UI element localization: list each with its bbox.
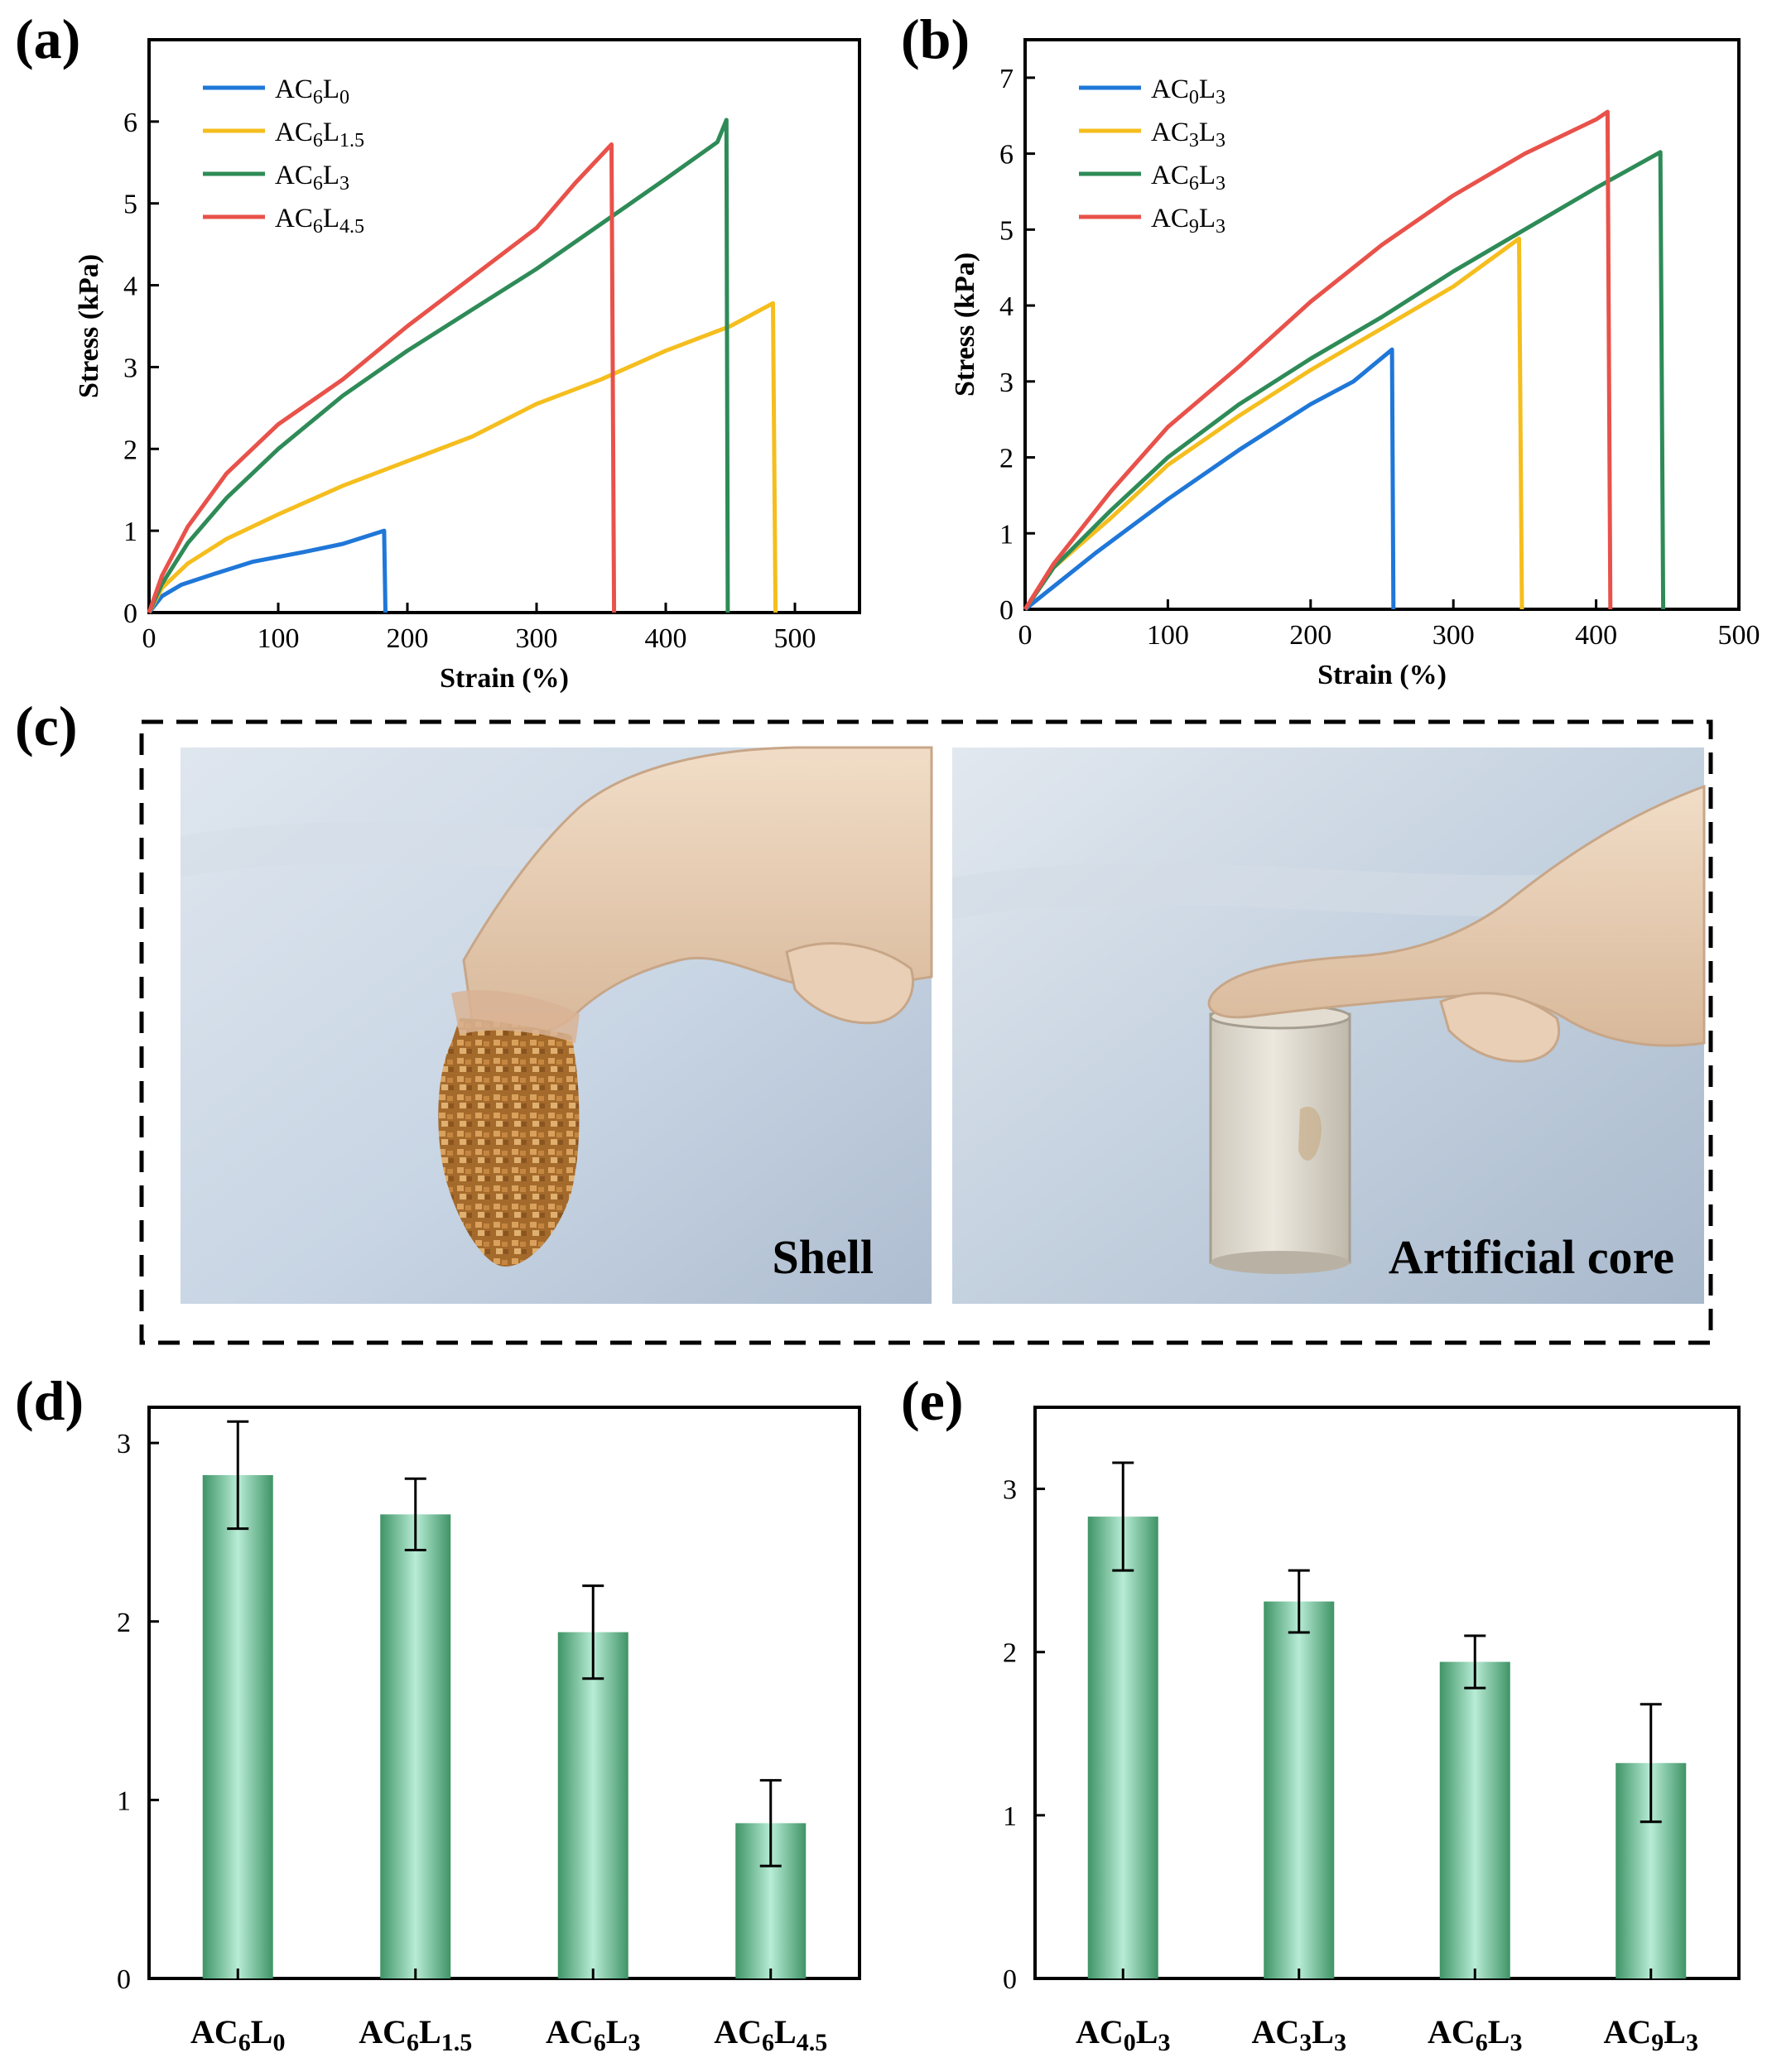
shell-granules [438, 1018, 580, 1267]
artificial-core-cylinder [1209, 1012, 1351, 1264]
legend-label-AC9L3: AC9L3 [1151, 204, 1225, 238]
x-tick-label: 400 [645, 623, 687, 654]
y-tick-label: 6 [123, 108, 137, 138]
y-tick-label: 4 [999, 291, 1014, 322]
series-line-AC6L3 [147, 118, 730, 614]
glove-hand-icon-2 [1207, 784, 1706, 1047]
panel-c: Shell Artificial core [139, 719, 1713, 1345]
y-tick-label: 1 [123, 517, 137, 547]
panel-label-d: (d) [15, 1369, 84, 1432]
y-tick-label: 4 [123, 272, 137, 302]
panel-label-b: (b) [901, 7, 970, 70]
series-line-AC3L3 [1023, 236, 1524, 611]
series-line-AC6L0 [147, 528, 388, 614]
y-tick-label: 0 [123, 599, 137, 629]
category-label-AC6L3: AC6L3 [546, 2013, 640, 2056]
category-label-AC6L1.5: AC6L1.5 [359, 2013, 472, 2056]
plot-frame [147, 38, 861, 614]
category-label-AC0L3: AC0L3 [1076, 2013, 1170, 2056]
y-tick-label: 0 [1003, 1964, 1017, 1995]
x-tick-label: 100 [1147, 620, 1189, 651]
series-line-AC0L3 [1023, 347, 1396, 611]
y-tick-label: 7 [999, 64, 1014, 94]
bar-AC6L0 [202, 1474, 273, 1978]
plot-frame [147, 1406, 861, 1980]
category-label-AC6L0: AC6L0 [190, 2013, 285, 2056]
chart-d-bar: 0 1 2 3 AC6L0 AC6L1.5 AC6L3 AC6L4.5 [117, 1406, 861, 2056]
bar-AC3L3 [1264, 1601, 1335, 1978]
x-tick-label: 500 [1718, 620, 1760, 651]
series-line-AC6L3 [1023, 150, 1666, 611]
x-tick-label: 500 [774, 623, 816, 654]
bar-AC6L3 [557, 1632, 628, 1978]
panel-label-c: (c) [15, 695, 77, 757]
y-tick-label: 3 [123, 353, 137, 383]
category-label-AC6L4.5: AC6L4.5 [714, 2013, 827, 2056]
category-label-AC9L3: AC9L3 [1604, 2013, 1698, 2056]
y-tick-label: 6 [999, 140, 1014, 171]
x-tick-label: 200 [387, 623, 429, 654]
y-tick-label: 3 [999, 368, 1014, 398]
panel-label-a: (a) [15, 7, 80, 70]
x-tick-label: 300 [516, 623, 558, 654]
y-tick-label: 0 [999, 595, 1014, 626]
y-axis-title: Stress (kPa) [950, 252, 980, 397]
y-tick-label: 5 [123, 190, 137, 220]
y-tick-label: 2 [999, 444, 1014, 474]
series-line-AC6L4.5 [147, 142, 617, 613]
plot-frame [1033, 1406, 1741, 1980]
legend-label-AC6L1.5: AC6L1.5 [275, 118, 364, 151]
series-line-AC9L3 [1023, 109, 1613, 611]
y-tick-label: 2 [117, 1608, 131, 1638]
x-tick-label: 400 [1575, 620, 1617, 651]
legend-label-AC6L0: AC6L0 [275, 75, 349, 108]
photo-artificial-core: Artificial core [952, 748, 1706, 1304]
y-tick-label: 5 [999, 215, 1014, 246]
x-tick-label: 100 [258, 623, 300, 654]
x-axis-title: Strain (%) [440, 663, 569, 694]
chart-e-bar: 0 1 2 3 AC0L3 AC3L3 AC6L3 AC9L3 [1003, 1406, 1741, 2056]
y-tick-label: 2 [123, 435, 137, 465]
y-tick-label: 0 [117, 1964, 131, 1995]
chart-b-stress-strain: 0 100 200 300 400 500 0 1 2 3 4 5 6 7 Strain (%) Stress… [950, 38, 1760, 690]
legend-label-AC3L3: AC3L3 [1151, 118, 1225, 151]
y-tick-label: 3 [1003, 1475, 1017, 1506]
y-axis-title: Stress (kPa) [74, 254, 104, 398]
y-tick-label: 1 [1003, 1801, 1017, 1832]
legend-label-AC6L4.5: AC6L4.5 [275, 204, 364, 238]
x-tick-label: 0 [1018, 620, 1033, 651]
category-label-AC3L3: AC3L3 [1252, 2013, 1346, 2056]
y-tick-label: 3 [117, 1429, 131, 1459]
legend-label-AC6L3: AC6L3 [275, 161, 349, 195]
category-label-AC6L3: AC6L3 [1428, 2013, 1522, 2056]
series-line-AC6L1.5 [147, 300, 778, 614]
photo-shell: Shell [181, 746, 933, 1304]
bar-AC0L3 [1087, 1517, 1158, 1978]
legend-label-AC0L3: AC0L3 [1151, 75, 1225, 108]
panel-c-dashed-border [139, 719, 1713, 1345]
x-tick-label: 0 [142, 623, 156, 654]
y-tick-label: 1 [117, 1786, 131, 1816]
photo-caption-artificial-core: Artificial core [1389, 1230, 1674, 1284]
bar-AC6L1.5 [380, 1514, 451, 1978]
x-tick-label: 200 [1289, 620, 1331, 651]
photo-caption-shell: Shell [773, 1230, 874, 1284]
y-tick-label: 2 [1003, 1638, 1017, 1669]
legend-label-AC6L3: AC6L3 [1151, 161, 1225, 195]
x-tick-label: 300 [1433, 620, 1475, 651]
plot-frame [1023, 38, 1741, 611]
chart-a-stress-strain: 0 100 200 300 400 500 0 1 2 3 4 5 6 Strain (%) Stress … [74, 38, 861, 694]
bar-AC6L3 [1439, 1661, 1510, 1978]
panel-label-e: (e) [901, 1369, 963, 1432]
y-tick-label: 1 [999, 519, 1014, 550]
x-axis-title: Strain (%) [1317, 660, 1447, 690]
